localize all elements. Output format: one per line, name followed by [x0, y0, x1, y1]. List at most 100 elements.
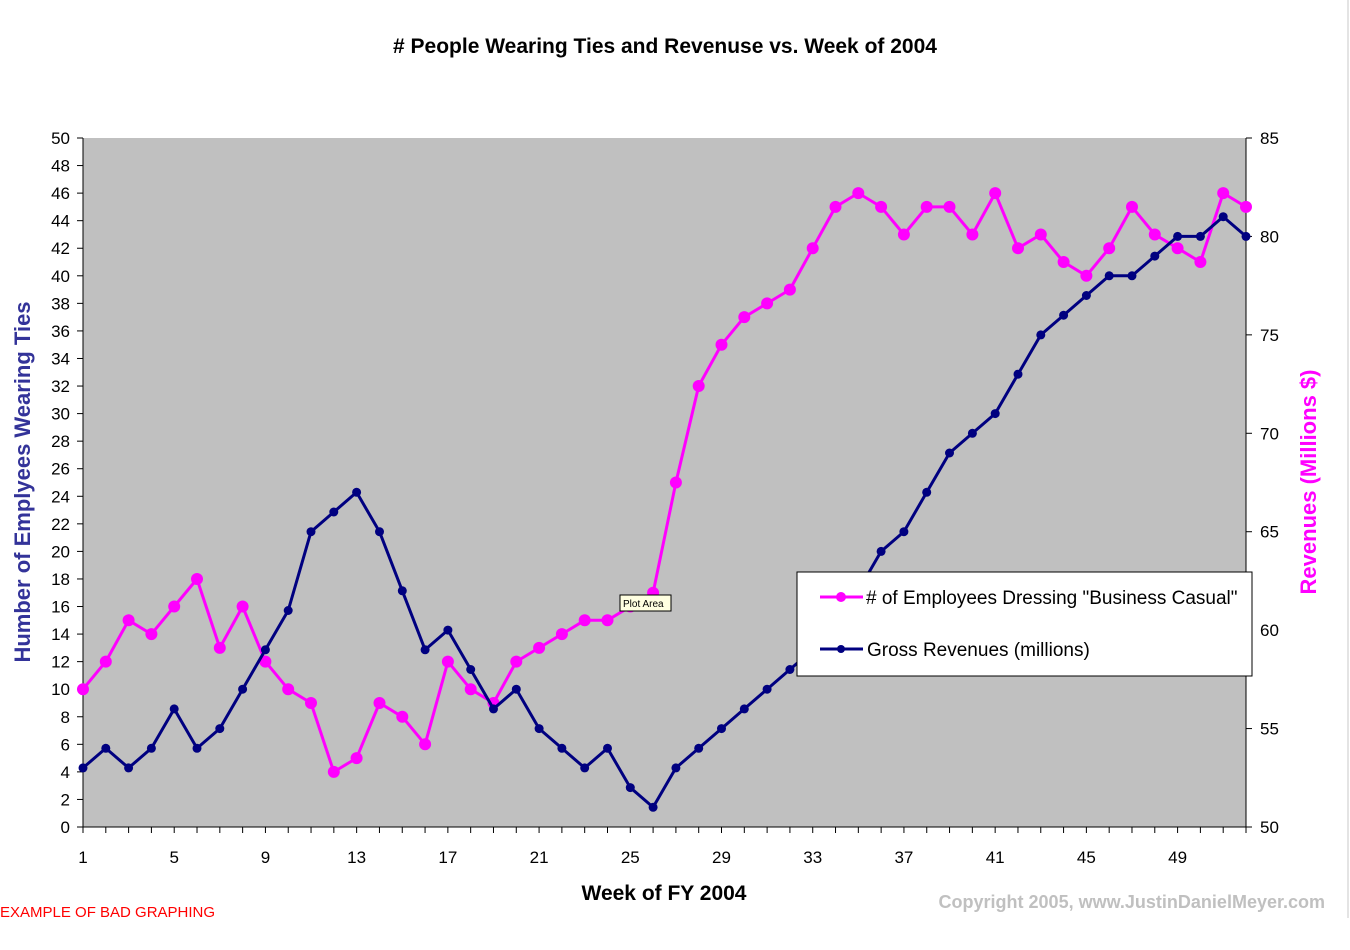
- data-point[interactable]: [829, 200, 842, 213]
- data-point[interactable]: [122, 614, 135, 627]
- data-point[interactable]: [443, 625, 453, 635]
- data-point[interactable]: [852, 187, 865, 200]
- data-point[interactable]: [238, 684, 248, 694]
- data-point[interactable]: [648, 802, 658, 812]
- data-point[interactable]: [375, 527, 384, 537]
- data-point[interactable]: [603, 743, 612, 753]
- data-point[interactable]: [625, 783, 635, 793]
- plot-area[interactable]: [83, 138, 1246, 827]
- data-point[interactable]: [215, 724, 225, 734]
- data-point[interactable]: [489, 704, 498, 714]
- data-point[interactable]: [236, 600, 249, 613]
- data-point[interactable]: [694, 743, 704, 753]
- data-point[interactable]: [1034, 228, 1047, 241]
- data-point[interactable]: [989, 187, 1002, 200]
- data-point[interactable]: [1241, 231, 1251, 241]
- data-point[interactable]: [1217, 187, 1230, 200]
- data-point[interactable]: [260, 645, 270, 655]
- data-point[interactable]: [875, 200, 888, 213]
- data-point[interactable]: [671, 763, 681, 773]
- data-point[interactable]: [1173, 231, 1183, 241]
- data-point[interactable]: [967, 428, 977, 438]
- data-point[interactable]: [1012, 242, 1024, 255]
- data-point[interactable]: [1126, 200, 1138, 213]
- data-point[interactable]: [466, 665, 476, 674]
- data-point[interactable]: [899, 527, 909, 537]
- data-point[interactable]: [282, 683, 295, 696]
- data-point[interactable]: [145, 628, 158, 641]
- data-point[interactable]: [922, 487, 932, 497]
- data-point[interactable]: [1059, 310, 1069, 320]
- data-point[interactable]: [715, 338, 728, 351]
- data-point[interactable]: [169, 704, 179, 714]
- data-point[interactable]: [1194, 256, 1207, 268]
- data-point[interactable]: [762, 684, 772, 694]
- data-point[interactable]: [1103, 242, 1116, 255]
- data-point[interactable]: [510, 655, 523, 668]
- data-point[interactable]: [669, 476, 682, 489]
- data-point[interactable]: [876, 546, 886, 556]
- data-point[interactable]: [1171, 242, 1184, 255]
- data-point[interactable]: [259, 655, 272, 668]
- data-point[interactable]: [738, 311, 751, 324]
- data-point[interactable]: [1013, 369, 1023, 379]
- data-point[interactable]: [601, 614, 614, 627]
- data-point[interactable]: [1218, 212, 1228, 222]
- data-point[interactable]: [124, 763, 134, 773]
- data-point[interactable]: [920, 200, 933, 213]
- data-point[interactable]: [213, 641, 226, 654]
- data-point[interactable]: [785, 665, 795, 674]
- data-point[interactable]: [511, 684, 521, 694]
- data-point[interactable]: [397, 586, 407, 596]
- data-point[interactable]: [717, 724, 726, 734]
- data-point[interactable]: [146, 743, 156, 753]
- data-point[interactable]: [327, 765, 340, 778]
- data-point[interactable]: [350, 752, 363, 765]
- data-point[interactable]: [943, 200, 956, 213]
- data-point[interactable]: [464, 683, 477, 696]
- data-point[interactable]: [1127, 271, 1137, 281]
- data-point[interactable]: [99, 655, 112, 668]
- data-point[interactable]: [191, 573, 203, 585]
- data-point[interactable]: [692, 380, 705, 392]
- data-point[interactable]: [1081, 291, 1091, 300]
- data-point[interactable]: [783, 283, 796, 296]
- data-point[interactable]: [555, 628, 568, 641]
- data-point[interactable]: [557, 743, 567, 753]
- data-point[interactable]: [1104, 271, 1114, 281]
- data-point[interactable]: [1195, 231, 1205, 241]
- data-point[interactable]: [78, 763, 88, 773]
- data-point[interactable]: [419, 738, 432, 751]
- data-point[interactable]: [534, 724, 544, 734]
- data-point[interactable]: [897, 228, 910, 241]
- data-point[interactable]: [580, 763, 590, 773]
- data-point[interactable]: [945, 448, 954, 458]
- data-point[interactable]: [1150, 251, 1160, 261]
- data-point[interactable]: [373, 697, 386, 709]
- data-point[interactable]: [1036, 330, 1046, 340]
- data-point[interactable]: [305, 697, 317, 709]
- data-point[interactable]: [420, 645, 430, 655]
- data-point[interactable]: [1080, 269, 1093, 282]
- data-point[interactable]: [101, 743, 111, 753]
- data-point[interactable]: [533, 641, 546, 654]
- data-point[interactable]: [306, 527, 316, 537]
- data-point[interactable]: [1240, 200, 1252, 213]
- data-point[interactable]: [761, 297, 774, 310]
- data-point[interactable]: [352, 487, 362, 497]
- data-point[interactable]: [283, 606, 293, 615]
- data-point[interactable]: [1148, 228, 1161, 241]
- data-point[interactable]: [739, 704, 749, 714]
- data-point[interactable]: [966, 228, 979, 241]
- data-point[interactable]: [1057, 256, 1070, 268]
- data-point[interactable]: [77, 683, 89, 696]
- data-point[interactable]: [329, 507, 339, 517]
- data-point[interactable]: [168, 600, 181, 613]
- data-point[interactable]: [990, 409, 1000, 419]
- data-point[interactable]: [441, 655, 454, 668]
- legend[interactable]: # of Employees Dressing "Business Casual…: [796, 571, 1253, 677]
- data-point[interactable]: [192, 743, 202, 753]
- data-point[interactable]: [578, 614, 591, 627]
- data-point[interactable]: [396, 710, 409, 723]
- data-point[interactable]: [806, 242, 819, 255]
